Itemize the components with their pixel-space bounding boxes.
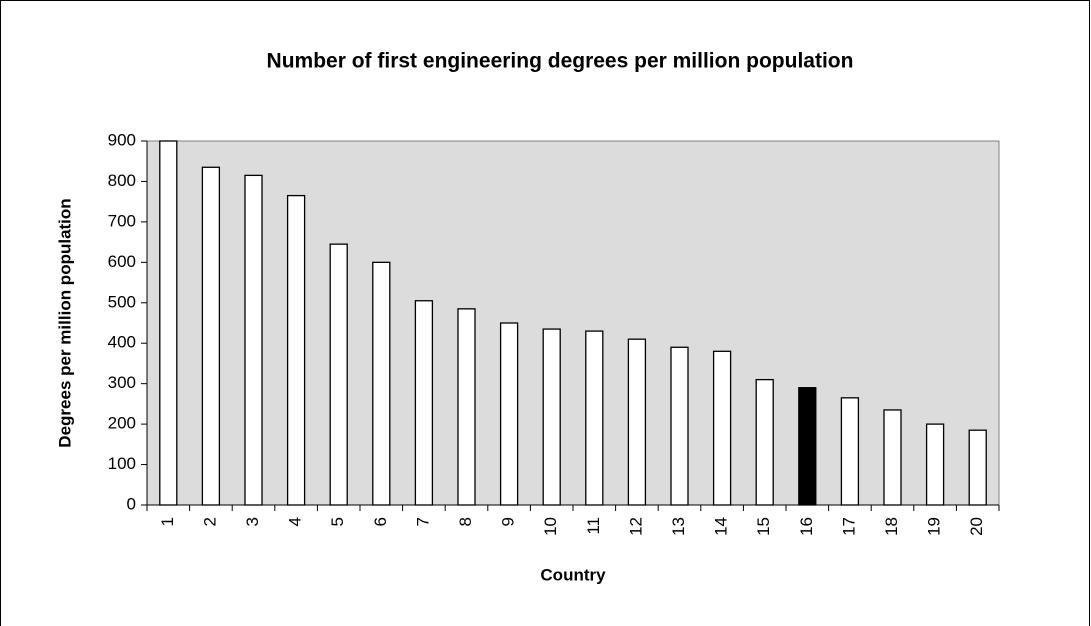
bar: [968, 429, 987, 506]
x-tick-label: 3: [243, 517, 262, 526]
x-tick-label: 9: [499, 517, 518, 526]
bar: [329, 243, 348, 506]
x-tick-label: 10: [541, 517, 560, 536]
bar: [414, 300, 434, 506]
x-axis-label: Country: [540, 565, 606, 584]
bar: [883, 409, 902, 506]
y-tick-label: 500: [108, 292, 136, 311]
plot-area: [146, 140, 1000, 506]
x-tick-label: 6: [371, 517, 390, 526]
y-tick-label: 300: [108, 373, 136, 392]
y-tick-label: 600: [108, 252, 136, 271]
y-tick-label: 700: [108, 211, 136, 230]
bar: [244, 174, 263, 506]
chart-title: Number of first engineering degrees per …: [267, 50, 854, 73]
x-tick-label: 11: [584, 517, 603, 535]
y-tick-label: 900: [108, 130, 136, 149]
y-axis-label: Degrees per million population: [55, 198, 74, 447]
bar: [755, 378, 774, 506]
x-tick-label: 12: [626, 517, 645, 536]
bar: [542, 328, 561, 506]
bar: [372, 261, 391, 506]
y-tick-label: 0: [127, 494, 136, 513]
x-tick-label: 14: [712, 517, 731, 536]
x-tick-label: 17: [839, 517, 858, 536]
bar: [840, 397, 860, 506]
bar: [585, 330, 604, 506]
bar: [457, 308, 476, 506]
x-tick-label: 13: [669, 517, 688, 536]
x-tick-label: 5: [328, 517, 347, 526]
x-tick-label: 15: [754, 517, 773, 536]
y-tick-label: 800: [108, 171, 136, 190]
bar: [670, 346, 689, 506]
x-tick-label: 1: [158, 517, 177, 526]
bar: [925, 423, 945, 506]
bar: [499, 322, 519, 506]
x-tick-label: 7: [413, 517, 432, 526]
bar: [201, 166, 221, 506]
bar: [627, 338, 647, 506]
bar: [286, 194, 306, 506]
x-tick-label: 4: [286, 517, 305, 526]
x-tick-label: 19: [925, 517, 944, 536]
bar: [798, 387, 817, 506]
bar: [712, 350, 732, 506]
y-tick-label: 400: [108, 333, 136, 352]
y-tick-label: 100: [108, 454, 136, 473]
x-tick-label: 18: [882, 517, 901, 536]
y-tick-label: 200: [108, 414, 136, 433]
x-tick-label: 16: [797, 517, 816, 536]
bar: [159, 140, 178, 506]
x-tick-label: 8: [456, 517, 475, 526]
x-tick-label: 20: [967, 517, 986, 536]
x-tick-label: 2: [200, 517, 219, 526]
